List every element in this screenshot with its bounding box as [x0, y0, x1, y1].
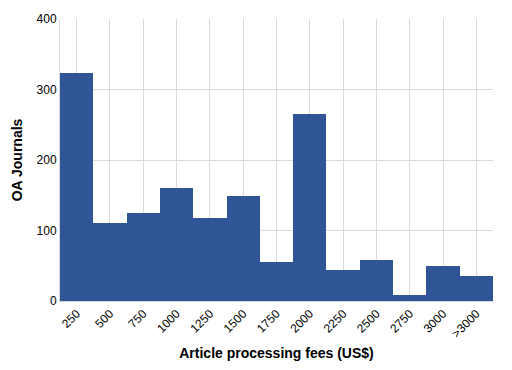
svg-text:200: 200	[37, 153, 57, 167]
svg-text:500: 500	[92, 307, 116, 331]
svg-text:OA Journals: OA Journals	[9, 118, 25, 201]
svg-text:1250: 1250	[187, 307, 216, 336]
svg-text:3000: 3000	[421, 307, 450, 336]
svg-text:750: 750	[126, 307, 150, 331]
svg-text:0: 0	[50, 294, 57, 308]
svg-text:400: 400	[37, 12, 57, 26]
svg-text:100: 100	[37, 224, 57, 238]
svg-text:250: 250	[59, 307, 83, 331]
svg-text:300: 300	[37, 83, 57, 97]
svg-text:2000: 2000	[287, 307, 316, 336]
svg-text:1750: 1750	[254, 307, 283, 336]
svg-text:1500: 1500	[221, 307, 250, 336]
svg-text:Article processing fees (US$): Article processing fees (US$)	[179, 345, 374, 361]
svg-text:1000: 1000	[154, 307, 183, 336]
svg-text:2250: 2250	[321, 307, 350, 336]
svg-text:>3000: >3000	[449, 307, 483, 341]
svg-text:2750: 2750	[387, 307, 416, 336]
svg-text:2500: 2500	[354, 307, 383, 336]
